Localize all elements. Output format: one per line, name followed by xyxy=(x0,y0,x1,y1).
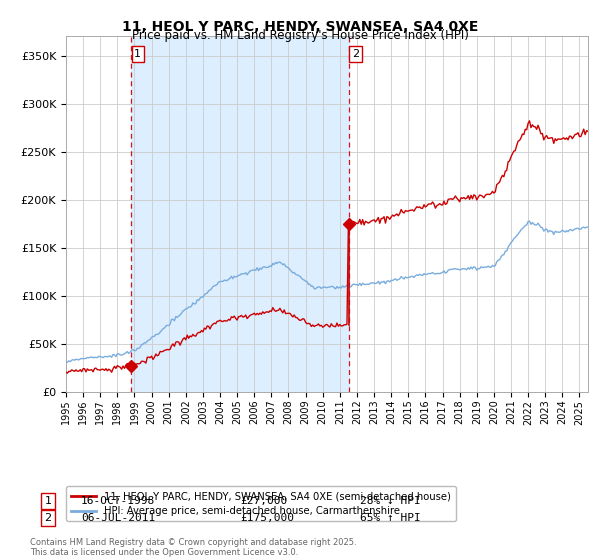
Text: 28% ↓ HPI: 28% ↓ HPI xyxy=(360,496,421,506)
Text: 2: 2 xyxy=(44,513,52,523)
Text: £175,000: £175,000 xyxy=(240,513,294,523)
Text: Price paid vs. HM Land Registry's House Price Index (HPI): Price paid vs. HM Land Registry's House … xyxy=(131,29,469,42)
Bar xyxy=(131,36,349,392)
Text: 11, HEOL Y PARC, HENDY, SWANSEA, SA4 0XE: 11, HEOL Y PARC, HENDY, SWANSEA, SA4 0XE xyxy=(122,20,478,34)
Legend: 11, HEOL Y PARC, HENDY, SWANSEA, SA4 0XE (semi-detached house), HPI: Average pri: 11, HEOL Y PARC, HENDY, SWANSEA, SA4 0XE… xyxy=(66,486,456,521)
Text: 06-JUL-2011: 06-JUL-2011 xyxy=(81,513,155,523)
Text: £27,000: £27,000 xyxy=(240,496,287,506)
Text: 16-OCT-1998: 16-OCT-1998 xyxy=(81,496,155,506)
Text: 2: 2 xyxy=(352,49,359,59)
Text: 1: 1 xyxy=(44,496,52,506)
Text: 1: 1 xyxy=(134,49,141,59)
Text: Contains HM Land Registry data © Crown copyright and database right 2025.
This d: Contains HM Land Registry data © Crown c… xyxy=(30,538,356,557)
Text: 65% ↑ HPI: 65% ↑ HPI xyxy=(360,513,421,523)
